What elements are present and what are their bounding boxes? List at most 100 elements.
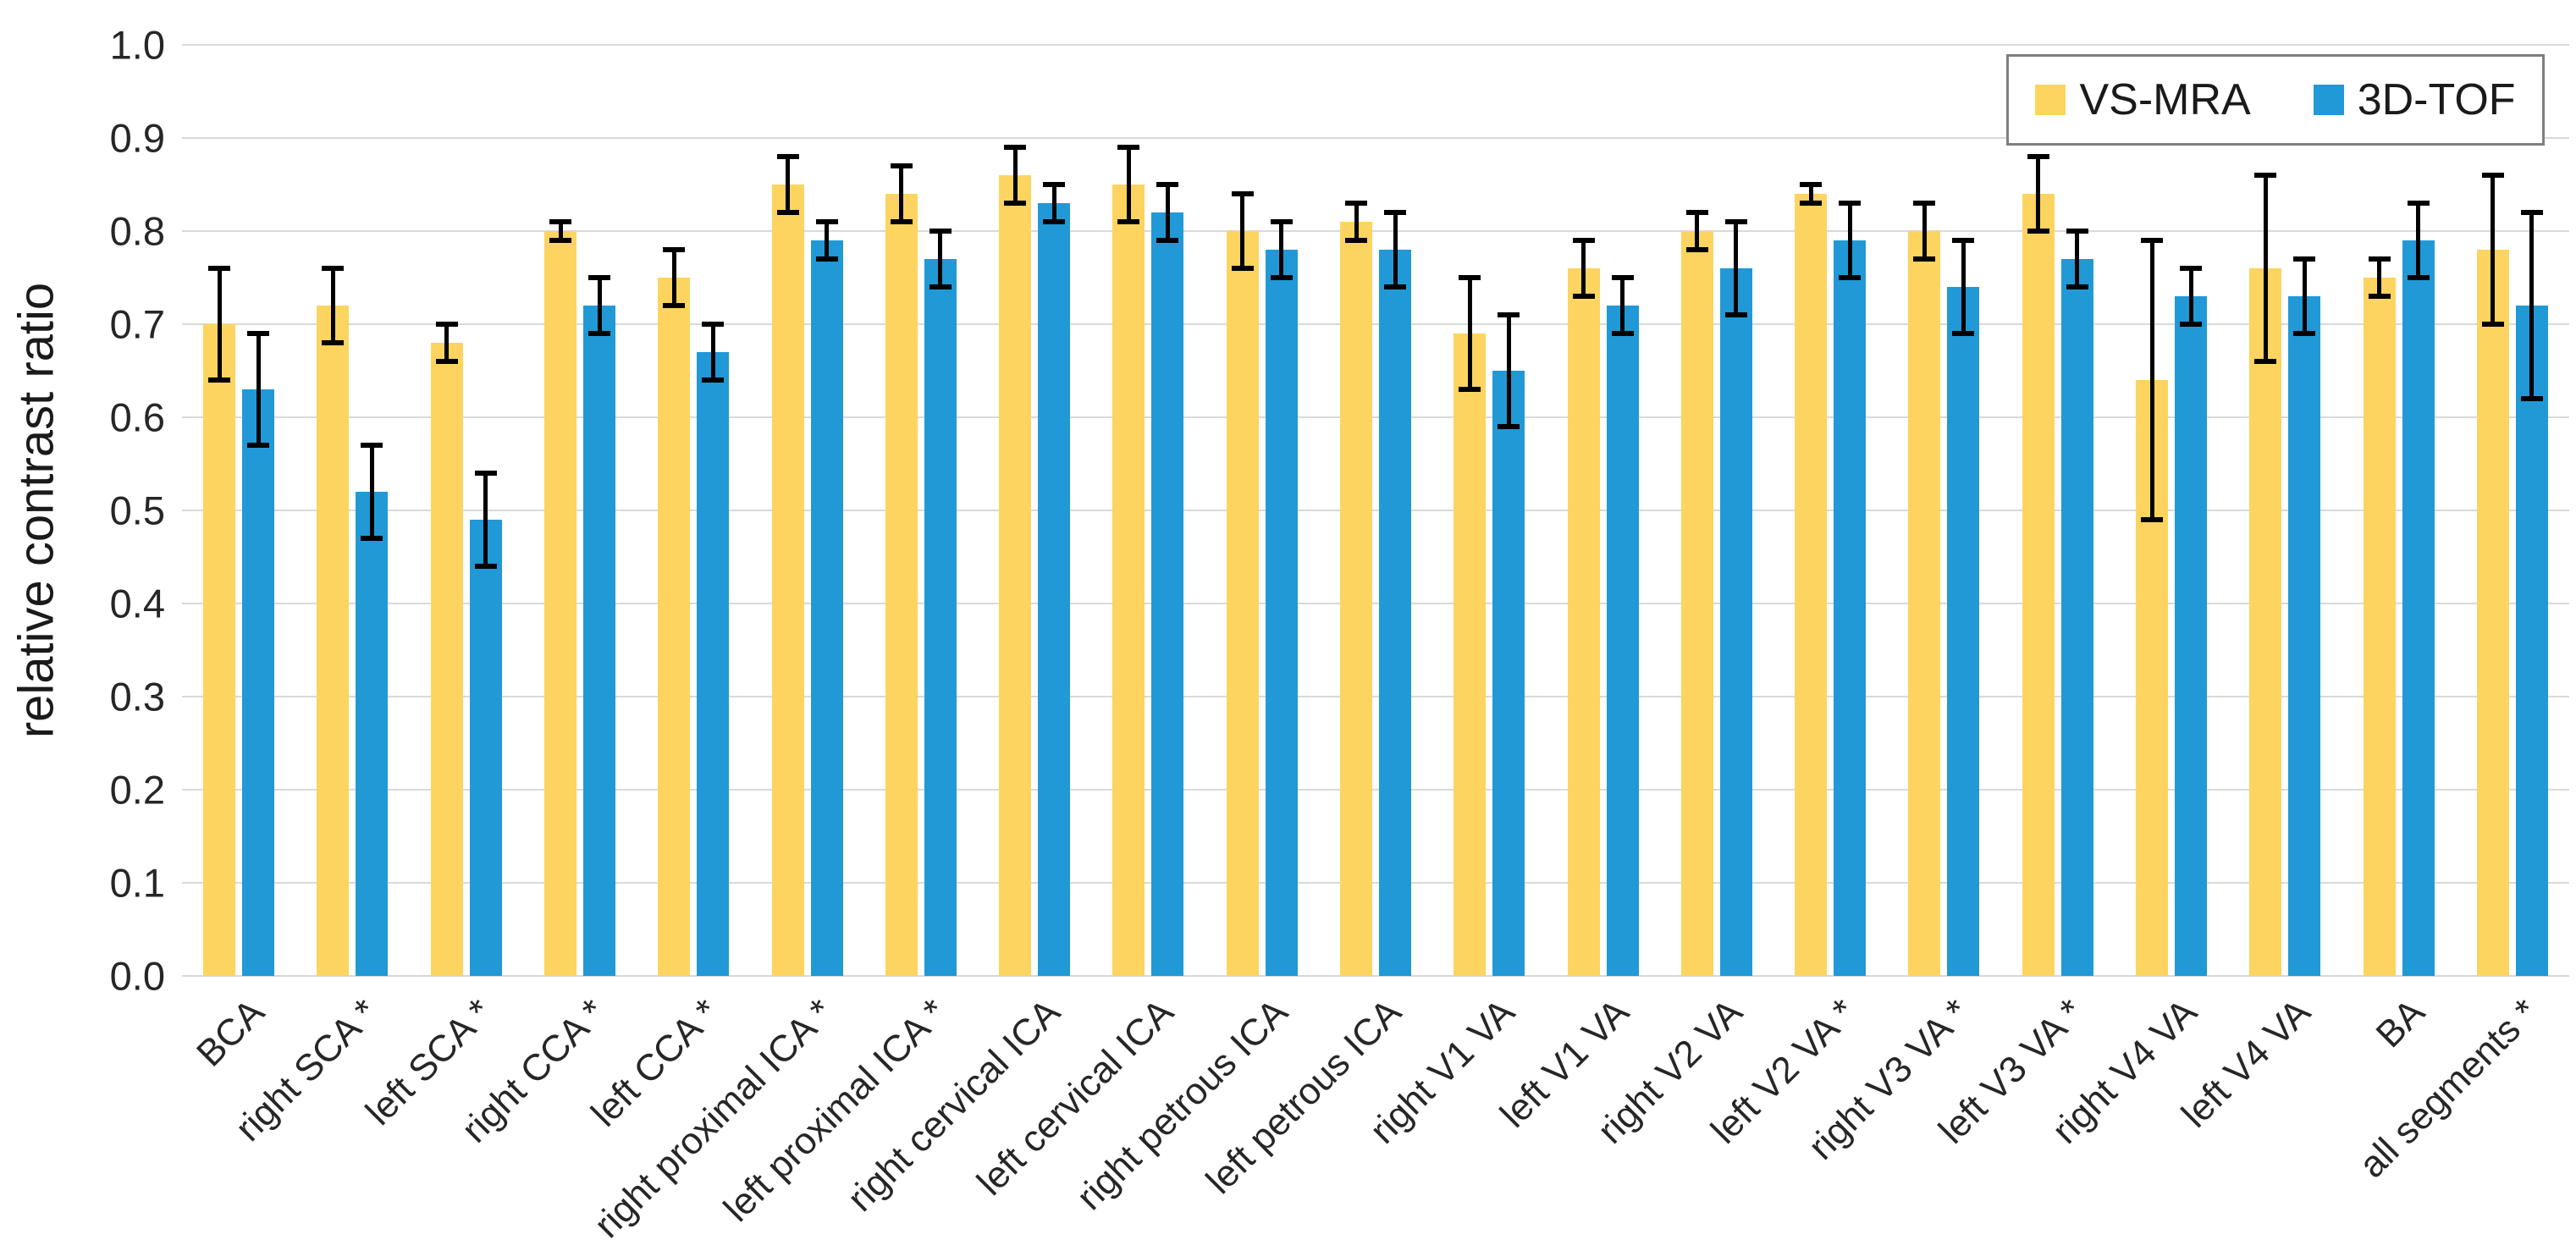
bar-3d-tof	[2175, 296, 2207, 976]
error-bar-bottom-cap	[588, 331, 610, 336]
error-bar	[1922, 203, 1927, 259]
error-bar-top-cap	[2481, 173, 2504, 178]
error-bar-bottom-cap	[1345, 238, 1367, 243]
error-bar	[2491, 175, 2496, 324]
error-bar-top-cap	[588, 275, 610, 280]
bar-vs-mra	[999, 175, 1032, 976]
error-bar-top-cap	[549, 219, 571, 224]
error-bar-top-cap	[929, 229, 952, 234]
y-tick-label: 0.1	[109, 860, 165, 906]
error-bar-top-cap	[208, 266, 231, 271]
error-bar-top-cap	[1800, 182, 1823, 187]
error-bar-top-cap	[2180, 266, 2202, 271]
gridline	[182, 323, 2569, 325]
error-bar-top-cap	[1043, 182, 1066, 187]
error-bar	[938, 231, 943, 287]
error-bar-bottom-cap	[776, 210, 799, 215]
error-bar-bottom-cap	[1043, 219, 1066, 224]
error-bar	[710, 324, 715, 380]
gridline	[182, 789, 2569, 791]
error-bar-bottom-cap	[702, 378, 725, 383]
y-tick-label: 0.6	[109, 394, 165, 440]
error-bar-top-cap	[1952, 238, 1975, 243]
y-tick-label: 0.8	[109, 208, 165, 254]
bar-3d-tof	[1379, 250, 1411, 976]
bar-3d-tof	[697, 352, 730, 976]
error-bar	[1240, 194, 1245, 268]
error-bar-top-cap	[435, 322, 458, 327]
bar-vs-mra	[771, 185, 804, 976]
error-bar-bottom-cap	[1685, 247, 1708, 252]
bar-vs-mra	[2249, 268, 2282, 976]
error-bar	[2263, 175, 2268, 361]
error-bar-top-cap	[1270, 219, 1293, 224]
legend-label-3d-tof: 3D-TOF	[2357, 75, 2516, 124]
error-bar-bottom-cap	[1611, 331, 1634, 336]
bar-3d-tof	[356, 492, 389, 976]
3d-tof-swatch-icon	[2313, 85, 2344, 115]
error-bar-bottom-cap	[1156, 238, 1179, 243]
error-bar-bottom-cap	[1231, 266, 1254, 271]
error-bar-bottom-cap	[663, 303, 686, 308]
bar-3d-tof	[583, 306, 615, 976]
error-bar	[2149, 240, 2154, 520]
error-bar-bottom-cap	[2407, 275, 2430, 280]
error-bar-bottom-cap	[322, 340, 345, 345]
error-bar	[1581, 240, 1586, 296]
error-bar-top-cap	[663, 247, 686, 252]
error-bar	[256, 333, 261, 445]
bar-3d-tof	[1492, 371, 1525, 976]
bar-vs-mra	[2476, 250, 2509, 976]
gridline	[182, 416, 2569, 418]
error-bar	[2036, 157, 2041, 231]
error-bar-bottom-cap	[1117, 219, 1140, 224]
y-tick-label: 0.5	[109, 488, 165, 533]
bar-3d-tof	[469, 520, 502, 976]
error-bar	[1620, 278, 1625, 333]
error-bar-top-cap	[1117, 145, 1140, 150]
error-bar	[1808, 185, 1813, 203]
error-bar-bottom-cap	[1498, 424, 1520, 429]
error-bar-top-cap	[2368, 256, 2391, 262]
error-bar-bottom-cap	[2293, 331, 2316, 336]
error-bar-top-cap	[474, 471, 497, 476]
error-bar-top-cap	[1839, 201, 1862, 206]
error-bar	[330, 268, 335, 343]
error-bar-top-cap	[1913, 201, 1936, 206]
bar-3d-tof	[810, 240, 843, 976]
error-bar-bottom-cap	[1004, 201, 1027, 206]
error-bar	[2416, 203, 2421, 278]
error-bar-bottom-cap	[1459, 387, 1481, 392]
bar-vs-mra	[1567, 268, 1600, 976]
bar-vs-mra	[1453, 333, 1487, 976]
error-bar-top-cap	[361, 443, 383, 448]
bar-3d-tof	[924, 259, 957, 976]
error-bar-top-cap	[1572, 238, 1595, 243]
error-bar-bottom-cap	[2368, 294, 2391, 299]
error-bar	[1467, 278, 1472, 389]
error-bar-top-cap	[815, 219, 838, 224]
y-tick-label: 0.0	[109, 953, 165, 999]
error-bar	[1961, 240, 1966, 333]
bar-vs-mra	[317, 306, 350, 976]
error-bar-bottom-cap	[247, 443, 270, 448]
error-bar	[671, 250, 676, 306]
error-bar-top-cap	[322, 266, 345, 271]
legend-item-vs-mra: VS-MRA	[2035, 74, 2251, 125]
bar-3d-tof	[2288, 296, 2321, 976]
error-bar	[1279, 222, 1284, 278]
error-bar-top-cap	[702, 322, 725, 327]
error-bar	[1354, 203, 1359, 240]
error-bar-bottom-cap	[929, 284, 952, 289]
bar-vs-mra	[1795, 194, 1828, 976]
y-tick-label: 0.3	[109, 674, 165, 719]
error-bar-top-cap	[2141, 238, 2163, 243]
error-bar-bottom-cap	[2254, 359, 2277, 364]
gridline	[182, 603, 2569, 604]
bar-3d-tof	[1038, 203, 1071, 976]
error-bar-bottom-cap	[1270, 275, 1293, 280]
error-bar	[558, 222, 563, 240]
error-bar	[2188, 268, 2193, 324]
bar-vs-mra	[1908, 231, 1941, 976]
